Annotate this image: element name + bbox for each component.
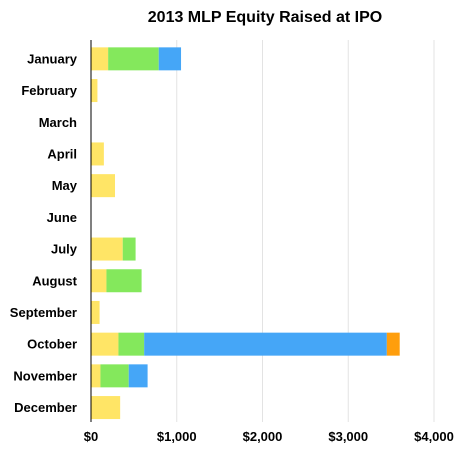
bar-november-segment-1 [91, 364, 101, 388]
bar-september-segment-1 [91, 300, 100, 324]
category-label-march: March [39, 115, 77, 130]
category-label-january: January [27, 51, 78, 66]
bar-october-segment-3 [144, 332, 387, 356]
bar-august-segment-2 [106, 269, 142, 293]
chart-title: 2013 MLP Equity Raised at IPO [148, 9, 382, 26]
bar-november-segment-2 [100, 364, 129, 388]
bar-july-segment-2 [122, 237, 136, 261]
category-label-may: May [52, 178, 78, 193]
x-tick-label-0: $0 [84, 429, 98, 444]
x-tick-label-4: $4,000 [414, 429, 454, 444]
bar-july-segment-1 [91, 237, 123, 261]
bars [91, 47, 400, 420]
x-tick-labels: $0 $1,000 $2,000 $3,000 $4,000 [84, 429, 454, 444]
bar-february-segment-1 [91, 79, 98, 103]
bar-october-segment-1 [91, 332, 119, 356]
gridlines [176, 40, 435, 422]
x-tick-label-1: $1,000 [157, 429, 197, 444]
category-label-july: July [51, 242, 78, 257]
category-label-august: August [32, 273, 77, 288]
bar-august-segment-1 [91, 269, 107, 293]
bar-november-segment-3 [128, 364, 148, 388]
x-tick-label-3: $3,000 [328, 429, 368, 444]
category-label-february: February [21, 83, 77, 98]
category-labels: January February March April May June July Augu… [10, 51, 78, 415]
x-tick-label-2: $2,000 [243, 429, 283, 444]
category-label-october: October [27, 337, 77, 352]
bar-january-segment-2 [108, 47, 159, 71]
bar-january-segment-1 [91, 47, 109, 71]
category-label-september: September [10, 305, 77, 320]
category-label-december: December [14, 400, 77, 415]
category-label-april: April [47, 146, 77, 161]
bar-october-segment-4 [386, 332, 400, 356]
bar-october-segment-2 [118, 332, 145, 356]
bar-may-segment-1 [91, 174, 116, 198]
category-label-june: June [47, 210, 77, 225]
category-label-november: November [13, 368, 77, 383]
bar-december-segment-1 [91, 396, 121, 420]
bar-january-segment-3 [158, 47, 182, 71]
bar-april-segment-1 [91, 142, 104, 166]
